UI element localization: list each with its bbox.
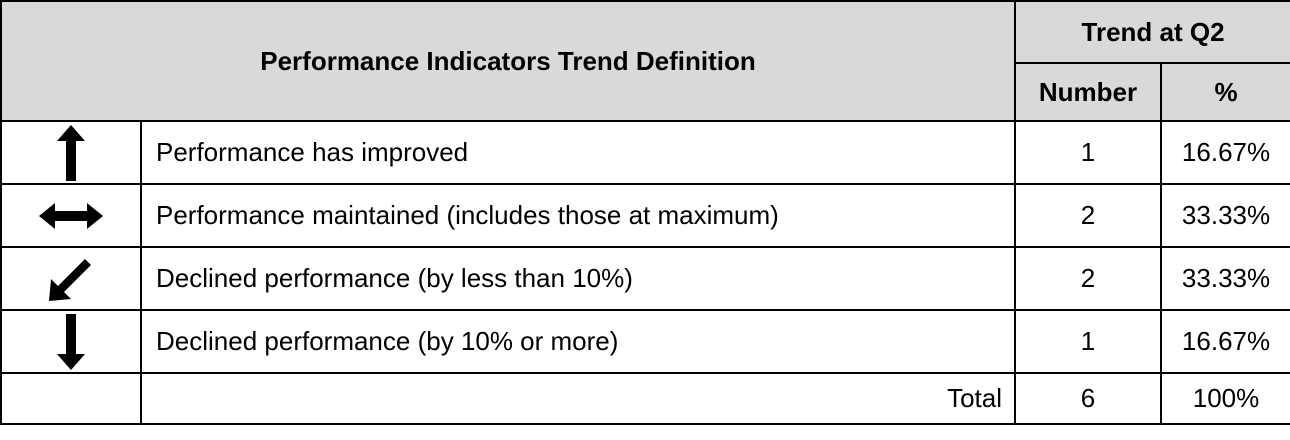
horizontal-arrow-icon: [39, 202, 103, 229]
icon-cell: [0, 309, 142, 374]
column-header: %: [1160, 62, 1290, 122]
header-row: Number %: [1, 62, 1290, 122]
column-header: Number: [1014, 62, 1163, 122]
percent: 16.67%: [1160, 309, 1290, 374]
trend-table: Performance Indicators Trend Definition …: [0, 0, 1290, 425]
total-percent: 100%: [1160, 372, 1290, 425]
table-row: Performance has improved 1 16.67%: [0, 120, 1290, 185]
number: 1: [1014, 309, 1163, 374]
table-row: Declined performance (by less than 10%) …: [0, 246, 1290, 311]
total-number: 6: [1014, 372, 1163, 425]
icon-cell: [0, 120, 142, 185]
description: Declined performance (by 10% or more): [139, 309, 1017, 374]
table-row: Declined performance (by 10% or more) 1 …: [0, 309, 1290, 374]
table-row: Performance maintained (includes those a…: [0, 183, 1290, 248]
group-header: Trend at Q2: [1014, 0, 1290, 64]
number: 1: [1014, 120, 1163, 185]
number: 2: [1014, 246, 1163, 311]
percent: 33.33%: [1160, 246, 1290, 311]
description: Declined performance (by less than 10%): [139, 246, 1017, 311]
percent: 16.67%: [1160, 120, 1290, 185]
description: Performance maintained (includes those a…: [139, 183, 1017, 248]
header-row: Performance Indicators Trend Definition …: [0, 0, 1290, 122]
total-row: Total 6 100%: [0, 372, 1290, 425]
total-label: Total: [139, 372, 1017, 425]
icon-cell: [0, 246, 142, 311]
icon-cell: [0, 183, 142, 248]
number: 2: [1014, 183, 1163, 248]
down-arrow-icon: [57, 313, 85, 370]
description: Performance has improved: [139, 120, 1017, 185]
diagonal-arrow-icon: [49, 258, 91, 301]
percent: 33.33%: [1160, 183, 1290, 248]
empty-cell: [0, 372, 142, 425]
table-title: Performance Indicators Trend Definition: [0, 0, 1017, 122]
up-arrow-icon: [57, 124, 85, 181]
